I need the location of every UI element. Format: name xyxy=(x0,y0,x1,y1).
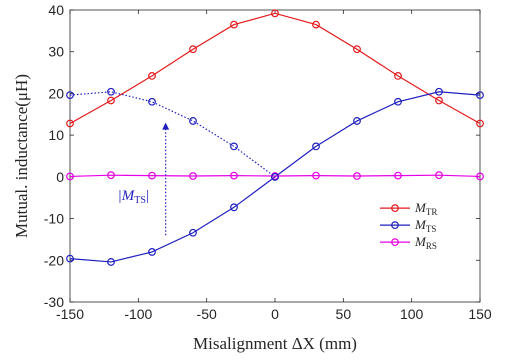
y-tick-label: 30 xyxy=(48,44,64,60)
data-point-m-ts xyxy=(107,87,115,96)
legend-marker-m-rs xyxy=(391,238,399,247)
data-point-m-tr xyxy=(230,20,238,29)
x-tick-label: 150 xyxy=(468,306,492,322)
data-point-m-rs xyxy=(353,172,361,180)
data-point-m-ts xyxy=(189,117,197,125)
data-point-m-tr xyxy=(66,119,74,128)
y-axis-label: Mutual. inductance(μH) xyxy=(12,74,31,238)
data-point-m-rs xyxy=(476,172,484,181)
data-point-m-ts xyxy=(435,87,443,96)
x-tick-label: -100 xyxy=(124,306,152,322)
data-point-m-ts xyxy=(189,228,197,237)
data-point-m-tr xyxy=(435,96,443,105)
data-point-m-rs xyxy=(435,171,443,180)
data-point-m-ts xyxy=(107,258,115,266)
data-point-m-ts xyxy=(148,248,156,256)
x-tick-label: 50 xyxy=(336,306,352,322)
data-point-m-tr xyxy=(353,45,361,54)
y-tick-label: -30 xyxy=(44,294,64,310)
data-point-m-tr xyxy=(394,72,402,80)
data-point-m-rs xyxy=(66,172,74,181)
annotation-label: |MTS| xyxy=(118,188,149,206)
data-point-m-tr xyxy=(148,72,156,80)
data-point-m-tr xyxy=(476,119,484,128)
data-point-m-ts xyxy=(353,117,361,125)
annotation-arrowhead xyxy=(162,122,170,130)
data-point-m-ts xyxy=(394,97,402,106)
y-tick-label: 10 xyxy=(48,127,64,143)
data-point-m-ts xyxy=(271,172,279,181)
data-point-m-ts xyxy=(230,203,238,212)
data-point-m-ts xyxy=(66,254,74,263)
data-point-m-rs xyxy=(148,171,156,180)
x-tick-label: -150 xyxy=(56,306,84,322)
data-point-m-tr xyxy=(107,96,115,105)
y-tick-label: -20 xyxy=(44,252,64,268)
legend-label-m-ts: MTS xyxy=(414,217,436,234)
annotation-group: |MTS| xyxy=(118,122,170,236)
legend-label-m-rs: MRS xyxy=(414,234,437,251)
y-tick-label: -10 xyxy=(44,211,64,227)
data-point-m-ts xyxy=(312,142,320,151)
data-point-m-ts xyxy=(148,97,156,106)
data-point-m-tr xyxy=(312,20,320,29)
y-tick-label: 40 xyxy=(48,2,64,18)
x-axis-label: Misalignment ΔX (mm) xyxy=(193,334,357,353)
x-tick-label: 0 xyxy=(271,306,279,322)
data-point-m-rs xyxy=(189,172,197,180)
data-point-m-rs xyxy=(394,171,402,180)
legend-marker-m-ts xyxy=(391,221,399,230)
x-tick-label: 100 xyxy=(400,306,424,322)
series-line-m-ts xyxy=(69,91,276,178)
legend-marker-m-tr xyxy=(391,204,399,213)
legend-label-m-tr: MTR xyxy=(414,200,437,217)
data-point-m-tr xyxy=(189,45,197,54)
data-point-m-rs xyxy=(107,171,115,180)
series-line-m-rs xyxy=(69,174,481,178)
data-point-m-ts xyxy=(66,91,74,99)
data-point-m-ts xyxy=(230,142,238,151)
data-point-m-rs xyxy=(312,171,320,180)
x-tick-label: -50 xyxy=(197,306,217,322)
plot-area xyxy=(69,9,481,303)
data-point-m-tr xyxy=(271,9,279,18)
y-tick-label: 20 xyxy=(48,85,64,101)
data-point-m-ts xyxy=(476,91,484,99)
series-line-m-tr xyxy=(69,12,481,124)
series-group xyxy=(66,9,484,266)
data-point-m-rs xyxy=(230,171,238,180)
y-tick-label: 0 xyxy=(56,169,64,185)
